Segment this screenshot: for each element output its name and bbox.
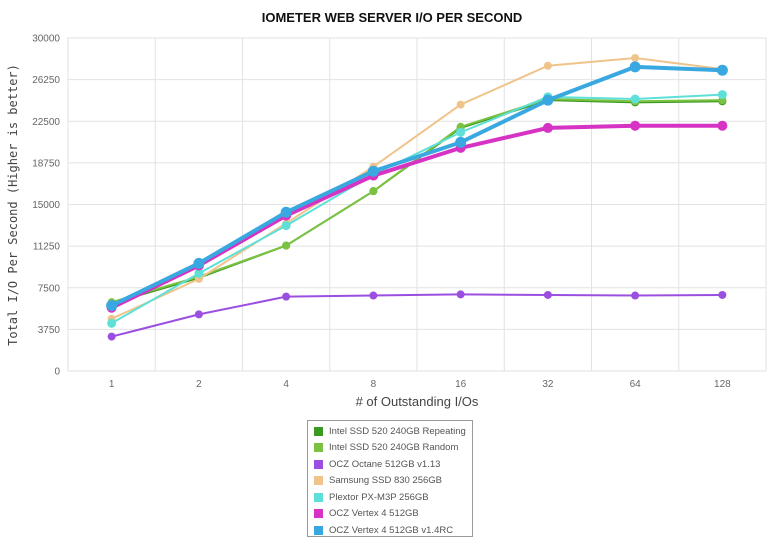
x-tick-label: 32 bbox=[542, 379, 554, 390]
data-point bbox=[631, 291, 640, 300]
data-point bbox=[630, 120, 641, 131]
legend-item: Plextor PX-M3P 256GB bbox=[314, 489, 472, 506]
data-point bbox=[194, 310, 203, 319]
data-point bbox=[194, 268, 204, 278]
series-line bbox=[109, 64, 725, 308]
y-axis-ticks: 0 3750 7500 11250 15000 18750 22500 26250 30000 bbox=[32, 34, 60, 378]
data-point bbox=[718, 290, 727, 299]
series-line bbox=[110, 293, 724, 338]
legend-label: OCZ Vertex 4 512GB bbox=[329, 508, 419, 520]
x-tick-label: 4 bbox=[283, 379, 289, 390]
chart-title: IOMETER WEB SERVER I/O PER SECOND bbox=[262, 10, 523, 25]
series-line bbox=[110, 93, 724, 325]
series-6 bbox=[106, 61, 728, 312]
data-point bbox=[456, 127, 466, 137]
data-point bbox=[367, 165, 379, 177]
data-point bbox=[107, 332, 116, 341]
data-point bbox=[282, 241, 291, 250]
series-line bbox=[110, 56, 724, 320]
data-point bbox=[280, 206, 292, 218]
legend-swatch bbox=[314, 509, 323, 519]
series-4 bbox=[107, 90, 727, 328]
grid bbox=[67, 37, 767, 372]
legend-item: OCZ Vertex 4 512GB bbox=[314, 506, 472, 523]
data-point bbox=[456, 100, 465, 109]
data-point bbox=[717, 90, 727, 100]
legend-swatch bbox=[314, 492, 323, 502]
series-lines bbox=[106, 53, 728, 341]
data-point bbox=[369, 291, 378, 300]
legend-label: Plextor PX-M3P 256GB bbox=[329, 491, 429, 503]
legend-label: Intel SSD 520 240GB Repeating bbox=[329, 425, 466, 437]
data-point bbox=[542, 122, 553, 133]
x-tick-label: 8 bbox=[371, 379, 377, 390]
legend-item: Samsung SSD 830 256GB bbox=[314, 473, 472, 490]
legend-label: Intel SSD 520 240GB Random bbox=[329, 442, 459, 454]
data-point bbox=[193, 257, 205, 269]
data-point bbox=[543, 61, 552, 70]
data-point bbox=[106, 300, 118, 312]
y-tick-label: 22500 bbox=[32, 117, 60, 128]
legend-item: OCZ Octane 512GB v1.13 bbox=[314, 456, 472, 473]
legend-swatch bbox=[314, 443, 323, 453]
x-tick-label: 128 bbox=[714, 379, 731, 390]
y-tick-label: 7500 bbox=[38, 283, 61, 294]
y-tick-label: 26250 bbox=[32, 75, 60, 86]
data-point bbox=[630, 94, 640, 104]
y-tick-label: 3750 bbox=[38, 325, 61, 336]
series-line bbox=[110, 98, 724, 304]
data-point bbox=[717, 120, 728, 131]
x-axis-label: # of Outstanding I/Os bbox=[356, 394, 479, 409]
legend-item: Intel SSD 520 240GB Repeating bbox=[314, 423, 472, 440]
y-tick-label: 30000 bbox=[32, 34, 60, 45]
data-point bbox=[369, 187, 378, 196]
legend-swatch bbox=[314, 459, 323, 469]
legend-item: Intel SSD 520 240GB Random bbox=[314, 440, 472, 457]
x-tick-label: 64 bbox=[630, 379, 642, 390]
data-point bbox=[542, 94, 554, 106]
legend: Intel SSD 520 240GB Repeating Intel SSD 5… bbox=[307, 420, 473, 537]
data-point bbox=[282, 292, 291, 301]
data-point bbox=[455, 136, 467, 148]
legend-label: Samsung SSD 830 256GB bbox=[329, 475, 443, 487]
y-tick-label: 11250 bbox=[33, 242, 61, 253]
legend-label: OCZ Vertex 4 512GB v1.4RC bbox=[329, 524, 454, 536]
y-axis-label: Total I/O Per Second (Higher is better) bbox=[6, 64, 20, 346]
x-tick-label: 16 bbox=[455, 379, 467, 390]
x-axis-ticks: 1 2 4 8 16 32 64 128 bbox=[109, 379, 731, 390]
y-tick-label: 15000 bbox=[32, 200, 60, 211]
series-2 bbox=[107, 290, 727, 341]
data-point bbox=[631, 53, 640, 62]
data-point bbox=[281, 221, 291, 231]
legend-item: OCZ Vertex 4 512GB v1.4RC bbox=[314, 522, 472, 539]
data-point bbox=[456, 290, 465, 299]
data-point bbox=[543, 290, 552, 299]
data-point bbox=[716, 64, 728, 76]
data-point bbox=[629, 61, 641, 73]
series-line bbox=[109, 123, 725, 310]
x-tick-label: 2 bbox=[196, 379, 202, 390]
y-tick-label: 18750 bbox=[32, 158, 60, 169]
line-chart: IOMETER WEB SERVER I/O PER SECOND 0 3750 7… bbox=[6, 10, 767, 409]
x-tick-label: 1 bbox=[109, 379, 115, 390]
data-point bbox=[107, 318, 117, 328]
legend-label: OCZ Octane 512GB v1.13 bbox=[329, 458, 441, 470]
legend-swatch bbox=[314, 476, 323, 486]
legend-swatch bbox=[314, 525, 323, 535]
y-tick-label: 0 bbox=[54, 367, 60, 378]
legend-swatch bbox=[314, 426, 323, 436]
